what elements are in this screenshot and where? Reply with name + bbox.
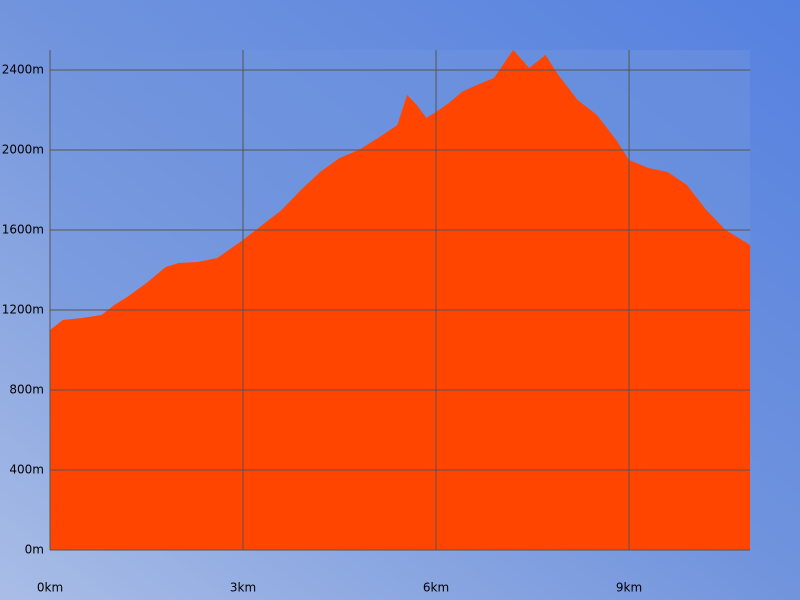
y-tick-label: 400m	[9, 463, 44, 477]
x-tick-label: 9km	[616, 581, 642, 595]
x-tick-label: 3km	[230, 581, 256, 595]
y-tick-label: 1200m	[2, 303, 44, 317]
x-tick-label: 0km	[37, 581, 63, 595]
x-tick-label: 6km	[423, 581, 449, 595]
elevation-area	[50, 50, 750, 550]
y-tick-label: 1600m	[2, 223, 44, 237]
y-tick-label: 0m	[25, 543, 44, 557]
y-tick-label: 2400m	[2, 63, 44, 77]
y-tick-label: 2000m	[2, 143, 44, 157]
y-tick-label: 800m	[9, 383, 44, 397]
